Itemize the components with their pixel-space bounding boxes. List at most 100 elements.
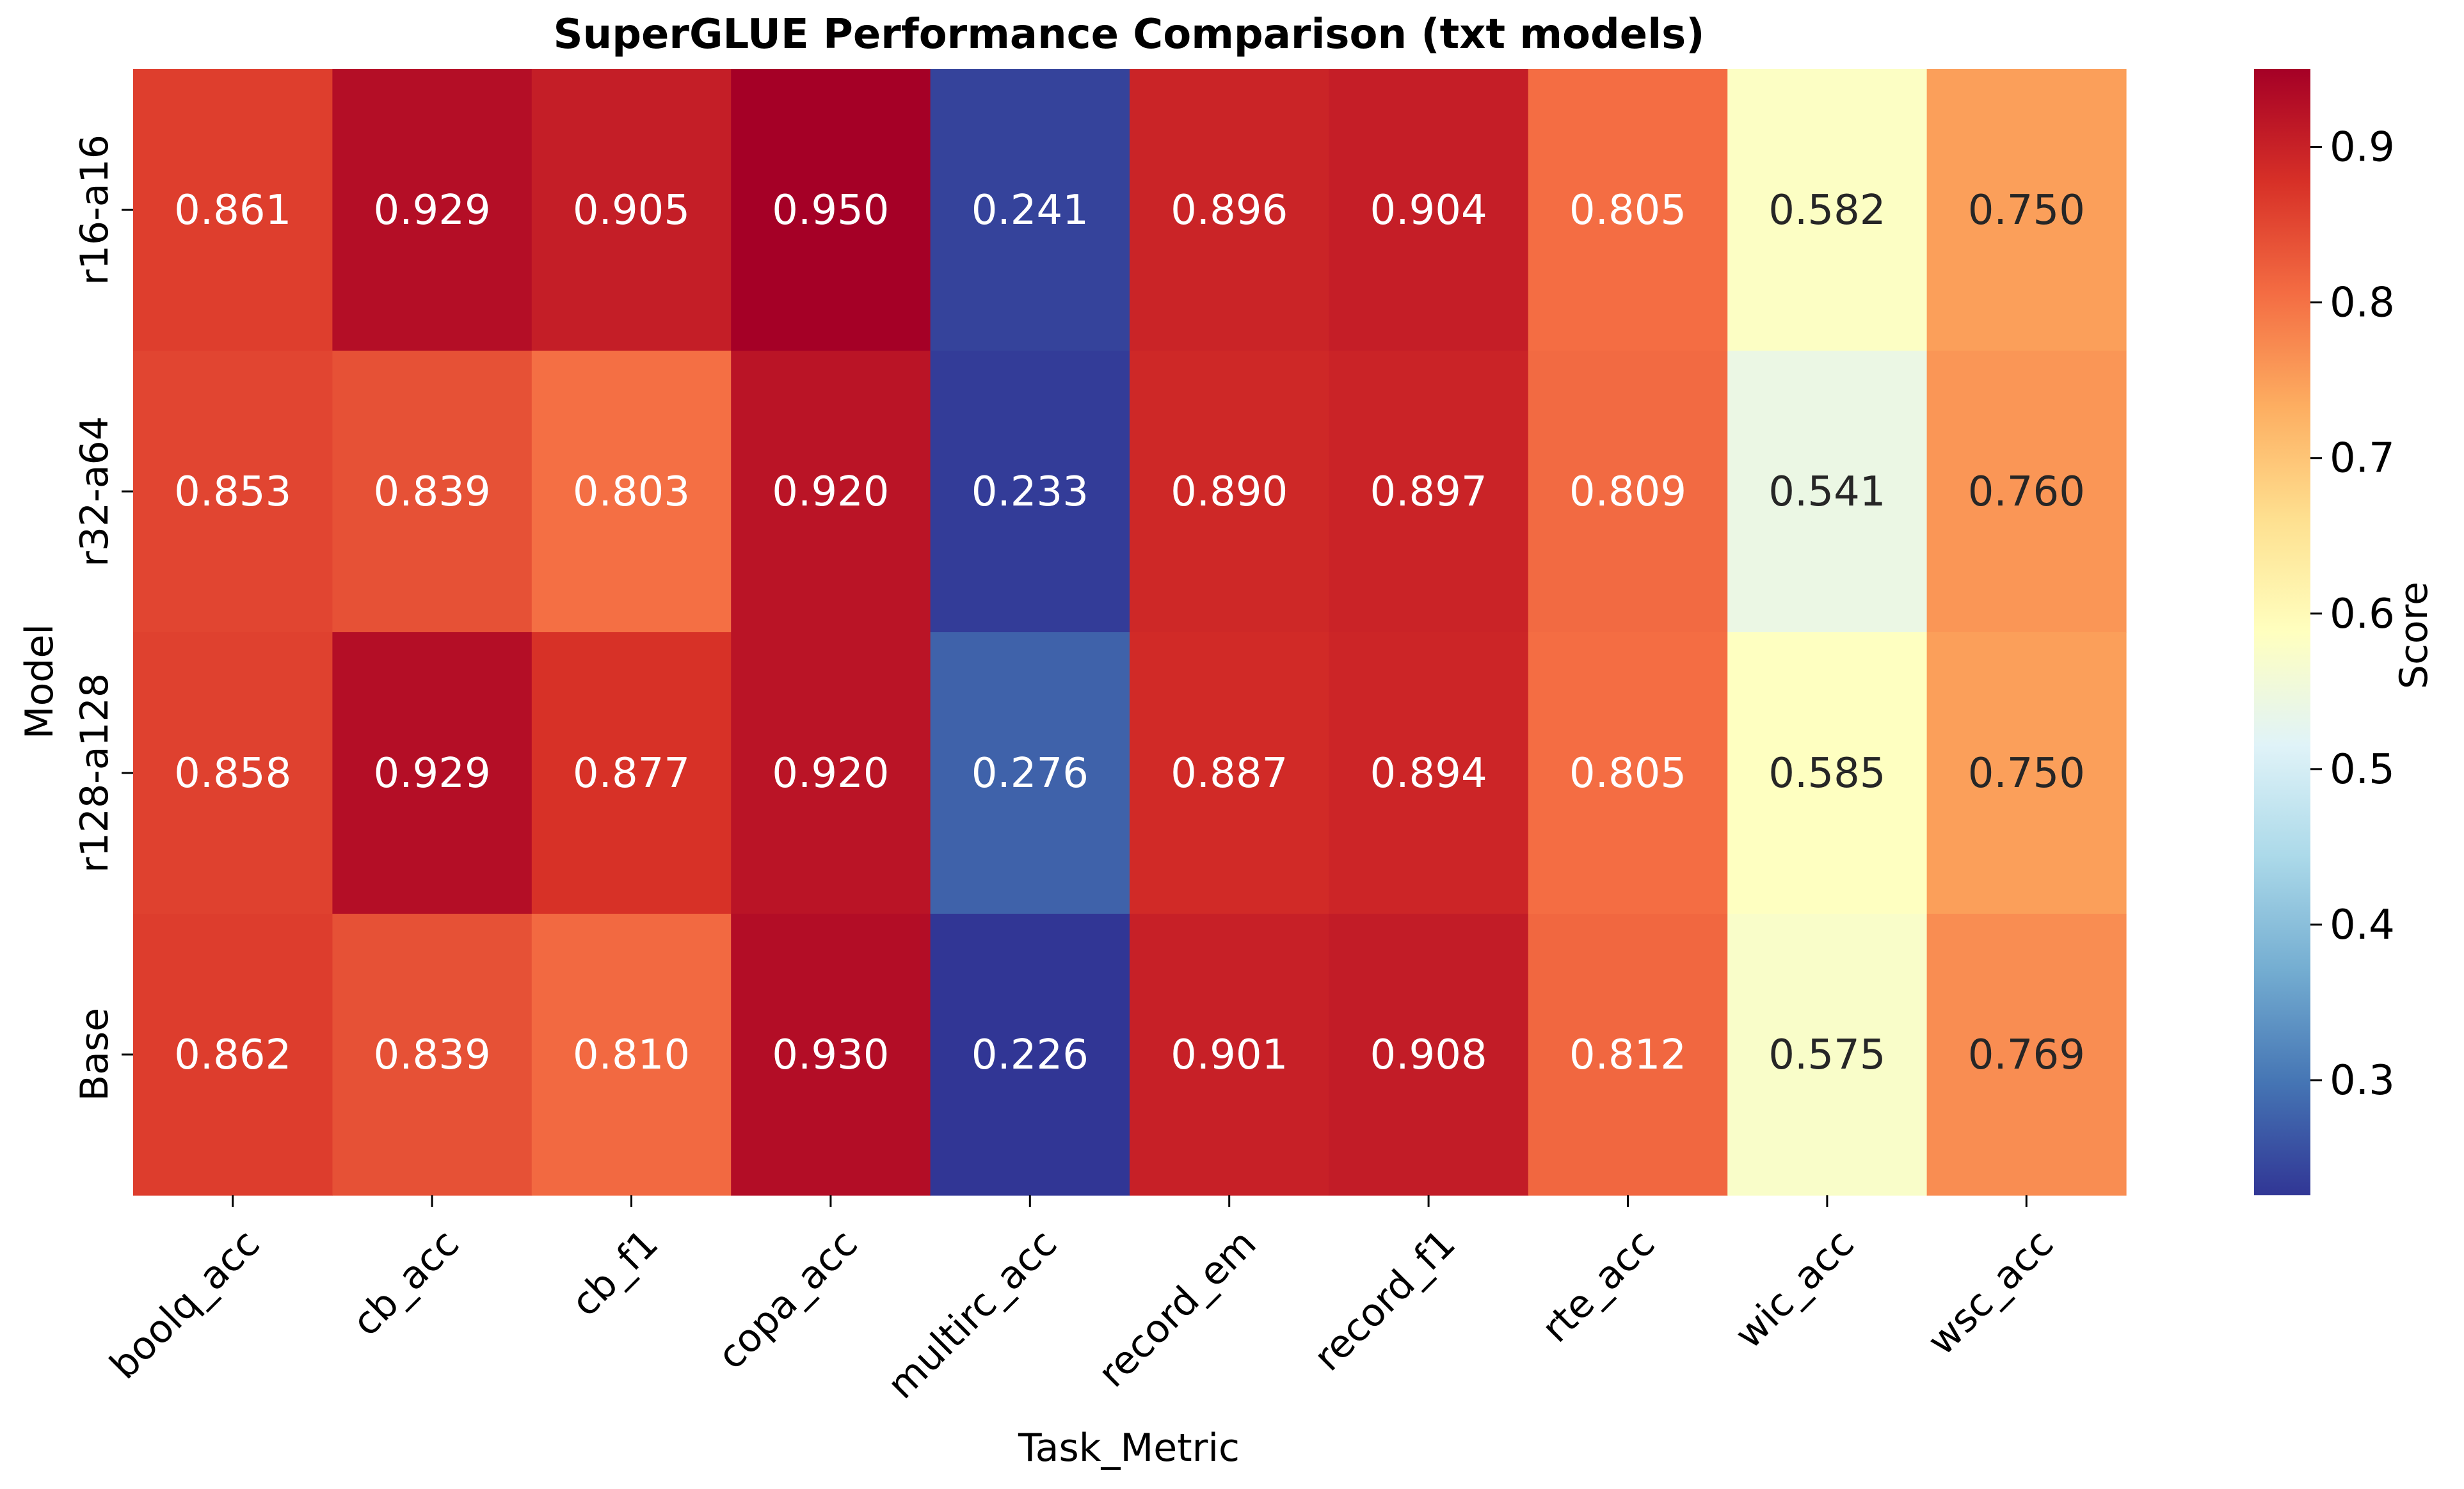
heatmap-cell [731, 69, 931, 351]
heatmap-cell [1727, 632, 1928, 914]
colorbar-tick-label: 0.6 [2330, 591, 2395, 638]
cell-value-label: 0.233 [972, 468, 1089, 516]
cell-value-label: 0.226 [972, 1031, 1089, 1079]
heatmap-cell [1926, 351, 2127, 633]
cell-value-label: 0.894 [1370, 750, 1487, 797]
cell-value-label: 0.805 [1569, 750, 1686, 797]
cell-value-label: 0.839 [373, 468, 490, 516]
cell-value-label: 0.901 [1171, 1031, 1288, 1079]
heatmap-cell [1727, 69, 1928, 351]
y-tick-label: r16-a16 [72, 134, 117, 285]
heatmap-cell [133, 632, 333, 914]
colorbar-tick-label: 0.9 [2330, 124, 2395, 171]
heatmap-cell [1329, 914, 1529, 1196]
cell-value-label: 0.887 [1171, 750, 1288, 797]
x-tick-label: wic_acc [1726, 1221, 1862, 1357]
y-axis: r16-a16 r32-a64 r128-a128 Base [72, 134, 133, 1101]
heatmap-cell [930, 69, 1130, 351]
cell-value-label: 0.920 [772, 750, 889, 797]
cell-value-label: 0.750 [1968, 750, 2085, 797]
y-tick-label: r128-a128 [72, 673, 117, 873]
heatmap-cell [531, 632, 732, 914]
heatmap-cell [1528, 69, 1728, 351]
cell-value-label: 0.905 [573, 187, 690, 234]
heatmap-cell [1926, 69, 2127, 351]
heatmap-cell [1329, 632, 1529, 914]
x-axis-label: Task_Metric [1018, 1426, 1240, 1470]
heatmap-cell [332, 351, 532, 633]
heatmap-cell [1130, 69, 1329, 351]
cell-value-label: 0.812 [1569, 1031, 1686, 1079]
heatmap-cell [1926, 632, 2127, 914]
chart-title: SuperGLUE Performance Comparison (txt mo… [554, 11, 1705, 58]
cell-value-label: 0.920 [772, 468, 889, 516]
cell-value-label: 0.839 [373, 1031, 490, 1079]
heatmap-cell [1329, 69, 1529, 351]
heatmap-cell [1727, 914, 1928, 1196]
heatmap-cell-labels: 0.861 0.929 0.905 0.950 0.241 0.896 0.904 0.805… [174, 187, 2085, 1079]
heatmap-cell [1130, 632, 1329, 914]
heatmap-cell [531, 351, 732, 633]
colorbar-gradient [2254, 69, 2310, 1195]
cell-value-label: 0.241 [972, 187, 1089, 234]
colorbar-tick-label: 0.4 [2330, 902, 2395, 949]
heatmap-cells [133, 69, 2127, 1196]
x-tick-label: boolq_acc [101, 1221, 268, 1388]
cell-value-label: 0.897 [1370, 468, 1487, 516]
colorbar-label: Score [2392, 582, 2436, 689]
heatmap-cell [1926, 914, 2127, 1196]
heatmap-cell [531, 69, 732, 351]
heatmap-cell [731, 632, 931, 914]
cell-value-label: 0.877 [573, 750, 690, 797]
x-tick-label: cb_f1 [563, 1221, 667, 1325]
cell-value-label: 0.276 [972, 750, 1089, 797]
x-tick-label: record_em [1090, 1221, 1265, 1396]
cell-value-label: 0.896 [1171, 187, 1288, 234]
cell-value-label: 0.930 [772, 1031, 889, 1079]
cell-value-label: 0.929 [373, 187, 490, 234]
colorbar-tick-label: 0.7 [2330, 435, 2395, 482]
cell-value-label: 0.750 [1968, 187, 2085, 234]
cell-value-label: 0.575 [1768, 1031, 1885, 1079]
heatmap-cell [1528, 914, 1728, 1196]
cell-value-label: 0.929 [373, 750, 490, 797]
cell-value-label: 0.904 [1370, 187, 1487, 234]
cell-value-label: 0.809 [1569, 468, 1686, 516]
heatmap-cell [930, 914, 1130, 1196]
cell-value-label: 0.858 [174, 750, 291, 797]
heatmap-cell [1528, 351, 1728, 633]
y-tick-label: r32-a64 [72, 416, 117, 567]
heatmap-cell [332, 632, 532, 914]
x-tick-label: wsc_acc [1919, 1221, 2063, 1364]
cell-value-label: 0.769 [1968, 1031, 2085, 1079]
cell-value-label: 0.541 [1768, 468, 1885, 516]
heatmap-cell [133, 351, 333, 633]
cell-value-label: 0.582 [1768, 187, 1885, 234]
heatmap-cell [1130, 351, 1329, 633]
heatmap-cell [133, 69, 333, 351]
colorbar-tick-label: 0.5 [2330, 746, 2395, 793]
y-tick-label: Base [72, 1008, 117, 1101]
heatmap-cell [332, 69, 532, 351]
heatmap-cell [1727, 351, 1928, 633]
x-tick-label: cb_acc [344, 1221, 468, 1345]
heatmap-cell [930, 632, 1130, 914]
cell-value-label: 0.853 [174, 468, 291, 516]
colorbar-tick-label: 0.3 [2330, 1057, 2395, 1104]
cell-value-label: 0.810 [573, 1031, 690, 1079]
x-tick-label: multirc_acc [879, 1221, 1066, 1408]
heatmap-cell [731, 914, 931, 1196]
x-tick-label: record_f1 [1306, 1221, 1464, 1380]
cell-value-label: 0.861 [174, 187, 291, 234]
heatmap-cell [930, 351, 1130, 633]
cell-value-label: 0.862 [174, 1031, 291, 1079]
heatmap-cell [1528, 632, 1728, 914]
heatmap-cell [1329, 351, 1529, 633]
heatmap-cell [1130, 914, 1329, 1196]
cell-value-label: 0.890 [1171, 468, 1288, 516]
cell-value-label: 0.585 [1768, 750, 1885, 797]
cell-value-label: 0.760 [1968, 468, 2085, 516]
x-tick-label: rte_acc [1533, 1221, 1664, 1351]
heatmap-cell [531, 914, 732, 1196]
